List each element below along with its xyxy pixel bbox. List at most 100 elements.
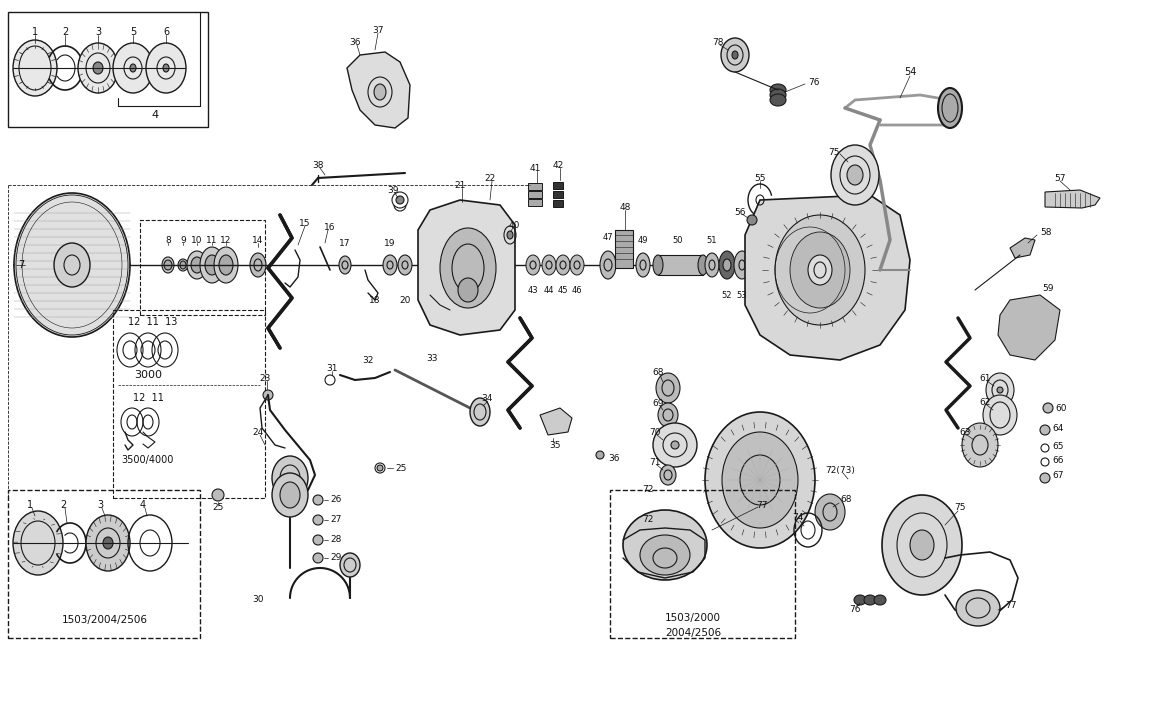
Text: 6: 6 [163,27,169,37]
Ellipse shape [770,84,786,96]
Text: 1503/2000: 1503/2000 [665,613,721,623]
Text: 5: 5 [129,27,136,37]
Ellipse shape [272,473,307,517]
Text: 72: 72 [643,486,653,494]
Text: 62: 62 [979,397,991,407]
Text: 42: 42 [553,160,564,170]
Ellipse shape [280,482,301,508]
Ellipse shape [398,255,412,275]
Circle shape [313,553,323,563]
Circle shape [747,215,757,225]
Ellipse shape [790,232,850,308]
Ellipse shape [272,456,307,500]
Text: 19: 19 [384,239,395,247]
Ellipse shape [640,535,690,575]
Polygon shape [488,318,532,428]
Ellipse shape [653,423,697,467]
Ellipse shape [600,251,616,279]
Circle shape [1043,403,1053,413]
Ellipse shape [570,255,584,275]
Text: 54: 54 [904,67,917,77]
Circle shape [313,535,323,545]
Text: 31: 31 [326,363,338,373]
Ellipse shape [864,595,876,605]
Ellipse shape [770,94,786,106]
Circle shape [1040,473,1050,483]
Polygon shape [245,215,292,348]
Circle shape [264,390,273,400]
Text: 71: 71 [650,457,661,466]
Text: 69: 69 [652,399,664,407]
Text: 16: 16 [324,223,335,231]
Ellipse shape [113,43,153,93]
Text: 1: 1 [32,27,38,37]
Bar [615,230,633,268]
Ellipse shape [732,51,738,59]
Ellipse shape [847,165,864,185]
Ellipse shape [655,373,680,403]
Text: 11: 11 [206,236,217,244]
Text: 3000: 3000 [134,370,162,380]
Bar [610,490,795,638]
Ellipse shape [854,595,866,605]
Polygon shape [1010,238,1035,258]
Ellipse shape [458,278,477,302]
Text: 3: 3 [97,500,103,510]
Ellipse shape [653,255,664,275]
Ellipse shape [13,40,57,96]
Ellipse shape [13,511,62,575]
Text: 3: 3 [95,27,101,37]
Text: 1503/2004/2506: 1503/2004/2506 [62,615,148,625]
Ellipse shape [383,255,397,275]
Ellipse shape [163,64,169,72]
Text: 21: 21 [454,181,466,189]
Text: 72: 72 [643,515,653,524]
Polygon shape [1045,190,1101,208]
Circle shape [313,515,323,525]
Text: 22: 22 [484,173,496,183]
Circle shape [1040,425,1050,435]
Text: 61: 61 [979,373,991,383]
Text: 76: 76 [850,605,861,615]
Ellipse shape [956,590,1000,626]
Text: 52: 52 [721,291,732,299]
Text: 35: 35 [549,441,561,450]
Text: 77: 77 [756,500,768,510]
Text: 28: 28 [329,536,341,544]
Text: 59: 59 [1043,283,1054,292]
Text: 4: 4 [140,500,146,510]
Ellipse shape [339,256,351,274]
Ellipse shape [722,259,731,271]
Text: 20: 20 [399,296,410,304]
Ellipse shape [146,43,186,93]
Text: 14: 14 [252,236,264,244]
Bar [140,220,265,315]
Ellipse shape [507,231,513,239]
Bar [658,255,703,275]
Text: 76: 76 [808,78,820,86]
Ellipse shape [164,260,172,270]
Text: 75: 75 [828,147,839,157]
Ellipse shape [719,251,735,279]
Ellipse shape [658,403,679,427]
Text: 44: 44 [543,286,554,294]
Text: 15: 15 [299,218,311,228]
Ellipse shape [92,62,103,74]
Bar [553,200,563,207]
Text: 45: 45 [557,286,569,294]
Ellipse shape [938,88,962,128]
Ellipse shape [808,255,832,285]
Text: 50: 50 [673,236,683,244]
Text: 36: 36 [349,38,361,46]
Text: 64: 64 [1052,423,1064,433]
Bar [528,191,542,198]
Text: 60: 60 [1055,404,1067,413]
Ellipse shape [542,255,556,275]
Text: 68: 68 [652,368,664,376]
Text: 47: 47 [602,233,614,241]
Ellipse shape [250,253,266,277]
Ellipse shape [54,243,90,287]
Text: 24: 24 [252,428,264,436]
Ellipse shape [962,423,998,467]
Text: 56: 56 [734,207,746,217]
